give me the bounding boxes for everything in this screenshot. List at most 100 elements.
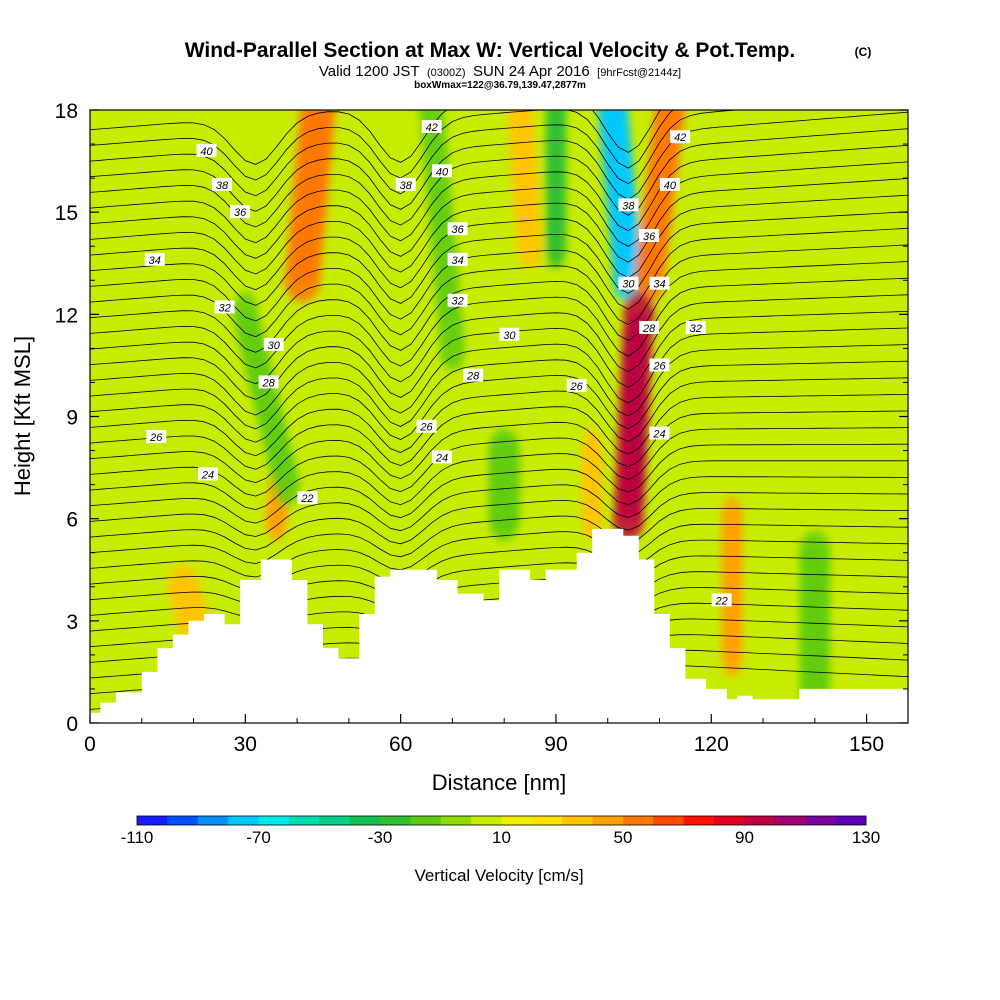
contour-label-text: 38 bbox=[622, 200, 635, 212]
theta-contour bbox=[90, 110, 743, 197]
contour-label: 38 bbox=[395, 177, 416, 192]
subtitle-valid: Valid 1200 JST bbox=[319, 63, 420, 80]
contour-label-bg bbox=[214, 300, 235, 314]
contour-label-bg bbox=[463, 368, 484, 382]
contour-label: 28 bbox=[463, 368, 484, 383]
contour-label: 24 bbox=[198, 467, 219, 481]
y-axis: 0 36 9 12 15 18 bbox=[55, 100, 908, 736]
colorbar-swatch bbox=[714, 816, 745, 825]
contour-label: 24 bbox=[432, 450, 453, 464]
contour-label: 26 bbox=[416, 419, 437, 434]
colorbar: -110 -70 -30 10 50 90 130 bbox=[121, 815, 880, 847]
contour-label: 36 bbox=[639, 229, 660, 243]
contour-label-text: 30 bbox=[622, 279, 635, 291]
theta-contour bbox=[90, 539, 908, 591]
contour-label-bg bbox=[198, 467, 219, 481]
contour-label-text: 24 bbox=[201, 469, 214, 481]
theta-contour bbox=[90, 311, 908, 400]
contour-label-text: 40 bbox=[200, 146, 213, 158]
colorbar-swatch bbox=[258, 816, 290, 825]
title-mark: (C) bbox=[855, 45, 872, 59]
chart-subtitle: Valid 1200 JST (0300Z) SUN 24 Apr 2016 [… bbox=[319, 63, 681, 80]
velocity-cell bbox=[232, 292, 259, 337]
x-tick-label: 150 bbox=[849, 733, 884, 756]
contour-label-bg bbox=[639, 229, 660, 243]
y-tick-label: 9 bbox=[66, 407, 78, 430]
contour-label: 26 bbox=[649, 358, 670, 372]
contour-label-text: 36 bbox=[643, 231, 656, 243]
contour-label: 30 bbox=[263, 337, 284, 352]
colorbar-swatch bbox=[835, 816, 867, 825]
contour-label-text: 38 bbox=[400, 180, 413, 192]
y-tick-label: 3 bbox=[66, 611, 78, 634]
x-tick-label: 90 bbox=[544, 733, 567, 756]
y-axis-label: Height [Kft MSL] bbox=[10, 336, 35, 496]
contour-label: 26 bbox=[566, 378, 587, 393]
x-tick-label: 60 bbox=[389, 733, 412, 756]
theta-contour bbox=[90, 227, 908, 322]
subtitle-fcst: [9hrFcst@2144z] bbox=[597, 67, 681, 79]
contour-label-text: 40 bbox=[436, 166, 449, 178]
plot-area: 40 38 36 34 32 30 28 26 24 22 42 40 38 36 34 32 30 28 26 24… bbox=[90, 110, 908, 723]
contour-label-bg bbox=[144, 252, 165, 266]
contour-label-bg bbox=[212, 177, 233, 191]
contour-label: 22 bbox=[711, 593, 732, 607]
contour-label: 34 bbox=[447, 252, 468, 267]
theta-contour bbox=[90, 507, 908, 564]
contour-label-text: 34 bbox=[149, 255, 161, 267]
contour-label-bg bbox=[416, 419, 437, 433]
theta-contour bbox=[90, 476, 908, 537]
theta-contour bbox=[90, 443, 908, 511]
contour-label-bg bbox=[395, 177, 416, 191]
theta-contour bbox=[90, 110, 661, 165]
contour-label-bg bbox=[447, 293, 468, 307]
colorbar-swatch bbox=[167, 816, 199, 825]
contour-labels: 40 38 36 34 32 30 28 26 24 22 42 40 38 36 34 32 30 28 26 24… bbox=[144, 120, 732, 607]
colorbar-swatch bbox=[562, 816, 594, 825]
contour-label-bg bbox=[618, 198, 639, 212]
contour-label: 32 bbox=[685, 320, 706, 335]
contour-label-text: 34 bbox=[653, 279, 665, 291]
contour-label: 42 bbox=[670, 130, 691, 144]
contour-label-text: 26 bbox=[570, 381, 584, 393]
contour-label-text: 32 bbox=[690, 323, 702, 335]
y-tick-label: 0 bbox=[66, 713, 78, 736]
contour-label-bg bbox=[711, 593, 732, 607]
theta-contour bbox=[90, 211, 908, 306]
colorbar-swatch bbox=[410, 816, 442, 825]
contour-label-text: 28 bbox=[642, 323, 656, 335]
y-tick-label: 18 bbox=[55, 100, 78, 123]
colorbar-swatch bbox=[228, 816, 259, 825]
contour-label: 28 bbox=[258, 375, 279, 389]
contour-label-text: 34 bbox=[451, 255, 463, 267]
contour-label-text: 26 bbox=[419, 422, 433, 434]
y-tick-label: 15 bbox=[55, 202, 78, 225]
contour-label: 40 bbox=[432, 164, 453, 178]
theta-contour bbox=[90, 492, 908, 551]
x-tick-label: 0 bbox=[84, 733, 96, 756]
theta-contour bbox=[90, 327, 908, 416]
theta-contour bbox=[90, 460, 908, 524]
contour-label-bg bbox=[432, 450, 453, 464]
y-tick-label: 12 bbox=[55, 304, 78, 327]
vertical-velocity-field bbox=[167, 110, 831, 711]
contour-label-bg bbox=[447, 222, 468, 236]
colorbar-swatch bbox=[653, 816, 685, 825]
colorbar-swatch bbox=[319, 816, 351, 825]
contour-label: 26 bbox=[146, 429, 167, 444]
contour-label-bg bbox=[566, 378, 587, 392]
contour-label-bg bbox=[432, 164, 453, 178]
velocity-cell bbox=[167, 564, 199, 609]
contour-label: 40 bbox=[659, 177, 680, 192]
x-tick-label: 120 bbox=[694, 733, 729, 756]
theta-contour bbox=[90, 144, 908, 244]
contour-label-text: 26 bbox=[652, 360, 666, 372]
contour-label-bg bbox=[499, 327, 520, 341]
contour-label-text: 36 bbox=[451, 224, 464, 236]
velocity-cell bbox=[799, 530, 831, 575]
theta-contour bbox=[90, 110, 674, 181]
theta-contour bbox=[90, 427, 908, 497]
contour-label-text: 42 bbox=[674, 132, 686, 144]
box-note: boxWmax=122@36.79,139.47,2877m bbox=[414, 80, 586, 91]
